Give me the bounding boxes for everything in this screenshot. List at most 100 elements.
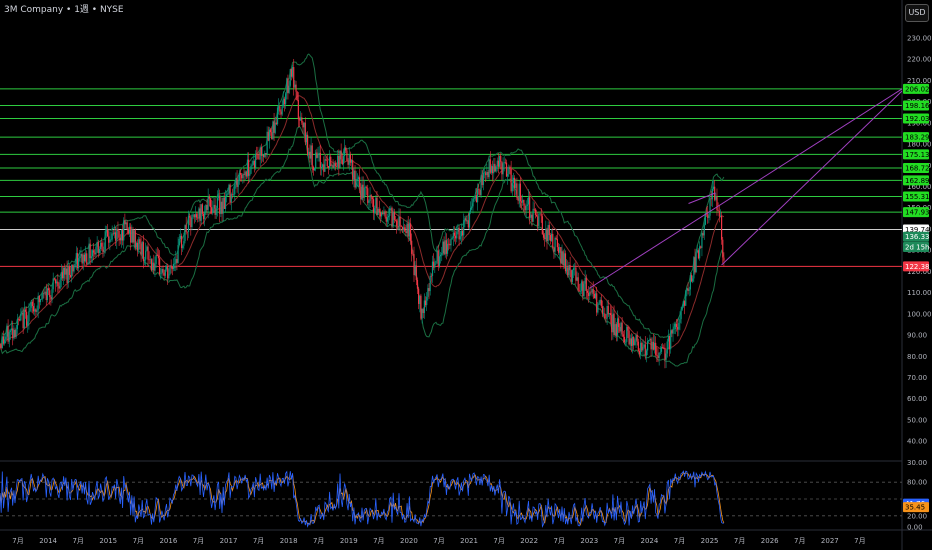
candle-body (298, 119, 301, 121)
candle-body (496, 160, 498, 167)
candle-body (522, 199, 524, 203)
candle-body (375, 197, 377, 209)
candle-body (113, 232, 116, 235)
candle-body (465, 218, 467, 222)
price-label-bg (903, 231, 929, 242)
candle-body (25, 311, 28, 326)
candle-body (134, 230, 136, 248)
candle-body (538, 213, 540, 226)
candle-body (446, 243, 449, 254)
candle-body (110, 239, 112, 241)
candle-body (377, 208, 379, 216)
candle-body (362, 184, 364, 198)
candle-body (105, 229, 107, 232)
candle-body (202, 213, 205, 220)
candle-body (408, 223, 410, 237)
candle-body (5, 336, 7, 340)
candle-body (394, 219, 397, 221)
price-tick-label: 220.00 (907, 56, 932, 64)
candle-body (28, 311, 30, 322)
candle-body (681, 306, 683, 310)
candle-body (320, 166, 323, 168)
candle-body (137, 242, 139, 251)
candle-body (319, 152, 321, 168)
candle-body (93, 250, 95, 253)
candle-body (249, 173, 251, 176)
candle-body (322, 164, 324, 167)
price-label-bg (903, 175, 929, 186)
candle-body (685, 290, 687, 306)
candle-body (490, 166, 493, 173)
candle-body (625, 341, 627, 343)
candle-body (578, 290, 580, 292)
candle-body (318, 152, 320, 154)
candle-body (589, 291, 591, 296)
candle-body (389, 208, 391, 216)
candle-body (56, 281, 58, 284)
candle-body (398, 216, 400, 228)
candle-body (12, 328, 14, 339)
candle-body (101, 242, 103, 247)
candle-body (722, 239, 724, 258)
candle-body (500, 155, 502, 162)
candle-body (393, 211, 395, 220)
candle-body (325, 159, 327, 161)
price-label: 136.33 (905, 233, 930, 241)
candle-body (353, 170, 355, 180)
candle-body (703, 224, 705, 236)
candle-body (520, 201, 523, 203)
candle-body (187, 216, 190, 233)
candle-body (416, 279, 419, 289)
candle-body (220, 201, 222, 214)
candle-body (192, 214, 194, 216)
candle-body (14, 329, 16, 337)
candle-body (467, 220, 469, 228)
candle-body (57, 281, 59, 287)
currency-button[interactable]: USD (905, 4, 929, 22)
candle-body (190, 217, 192, 228)
candle-body (508, 167, 510, 174)
time-tick-label: 2020 (400, 537, 418, 545)
candle-body (498, 155, 501, 167)
candle-body (197, 217, 199, 219)
candle-body (168, 274, 170, 279)
candle-body (474, 195, 476, 199)
candle-body (98, 249, 101, 253)
candle-body (485, 172, 487, 176)
candle-body (461, 230, 464, 236)
candle-body (386, 217, 388, 222)
candle-body (289, 69, 291, 86)
candle-body (648, 340, 650, 342)
candle-body (58, 286, 60, 289)
candle-body (278, 106, 280, 108)
time-axis[interactable]: 7月 2014 7月 2015 7月 2016 7月 2017 7月 2018 7月 2019 7月 20… (12, 537, 865, 545)
candle-body (411, 240, 413, 254)
candle-body (252, 161, 254, 165)
stochastic-k-line (0, 470, 724, 529)
candle-body (453, 232, 456, 236)
candle-body (117, 229, 119, 231)
candle-body (689, 275, 691, 290)
candle-body (534, 209, 537, 215)
candle-body (13, 329, 15, 339)
candle-body (286, 78, 288, 94)
candle-body (74, 263, 76, 268)
candle-body (635, 335, 637, 341)
candle-body (127, 228, 129, 234)
candle-body (415, 265, 417, 280)
candle-body (172, 263, 175, 270)
candle-body (169, 265, 171, 275)
candle-body (9, 330, 12, 332)
candle-body (700, 246, 702, 248)
candle-body (519, 183, 521, 202)
trend-line (688, 192, 716, 204)
price-tick-label: 210.00 (907, 77, 932, 85)
candle-body (174, 263, 176, 265)
candle-body (94, 252, 96, 255)
candle-body (692, 278, 694, 282)
candle-body (60, 272, 62, 280)
candle-body (155, 254, 157, 264)
candle-body (317, 153, 319, 158)
trend-lines (589, 88, 903, 289)
